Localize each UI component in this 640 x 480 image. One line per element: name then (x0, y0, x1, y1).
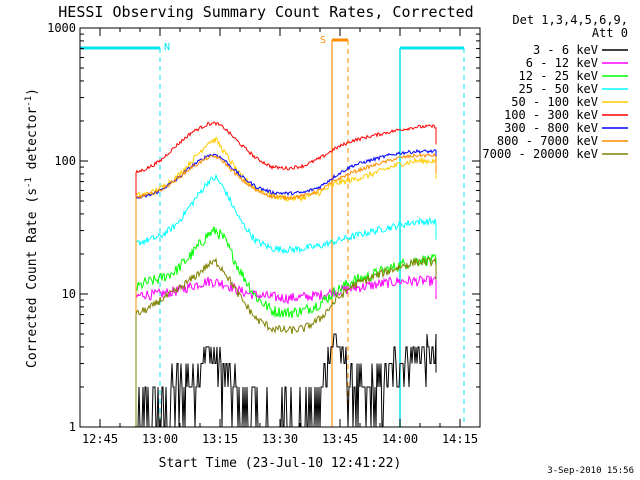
x-tick-label: 14:15 (442, 432, 478, 446)
series-line (135, 226, 437, 426)
legend-label: 100 - 300 keV (504, 108, 598, 122)
series-line (135, 148, 437, 426)
plot-area: NS (80, 35, 465, 428)
series-line (135, 256, 437, 426)
legend-label: 3 - 6 keV (533, 43, 598, 57)
legend-label: 25 - 50 keV (519, 82, 598, 96)
legend-label: 12 - 25 keV (519, 69, 598, 83)
x-tick-label: 13:30 (262, 432, 298, 446)
x-tick-label: 12:45 (82, 432, 118, 446)
x-tick-label: 13:15 (202, 432, 238, 446)
timestamp: 3-Sep-2010 15:56 (547, 466, 634, 476)
legend-header-line-1: Det 1,3,4,5,6,9, (512, 13, 628, 27)
legend-label: 6 - 12 keV (526, 56, 598, 70)
series-line (135, 274, 437, 426)
x-tick-label: 13:45 (322, 432, 358, 446)
chart-title: HESSI Observing Summary Count Rates, Cor… (58, 3, 473, 21)
axis-ticks: 12:45 13:00 13:15 13:30 13:45 14:00 14:15 1 10 10… (47, 21, 480, 446)
y-axis-label: Corrected Count Rate (s-1 detector-1) (24, 88, 40, 368)
y-tick-label: 1000 (47, 21, 76, 35)
series-line (135, 152, 437, 426)
series-line (135, 136, 437, 426)
series-line (135, 121, 437, 426)
series-line (135, 333, 437, 428)
y-tick-label: 100 (54, 154, 76, 168)
y-tick-label: 10 (62, 287, 76, 301)
legend-label: 7000 - 20000 keV (482, 147, 598, 161)
y-tick-label: 1 (69, 420, 76, 434)
x-tick-label: 13:00 (142, 432, 178, 446)
series-line (135, 173, 437, 426)
x-axis-label: Start Time (23-Jul-10 12:41:22) (159, 456, 402, 471)
legend-label: 50 - 100 keV (511, 95, 598, 109)
y-axis-label-exp: -1 (24, 177, 34, 188)
plot-frame (79, 27, 481, 428)
x-tick-label: 14:00 (382, 432, 418, 446)
y-axis-label-exp: -1 (24, 96, 34, 107)
night-label: N (164, 42, 170, 53)
legend-label: 800 - 7000 keV (497, 134, 598, 148)
legend-label: 300 - 800 keV (504, 121, 598, 135)
legend-header-line-2: Att 0 (592, 26, 628, 40)
saa-label: S (320, 35, 326, 46)
